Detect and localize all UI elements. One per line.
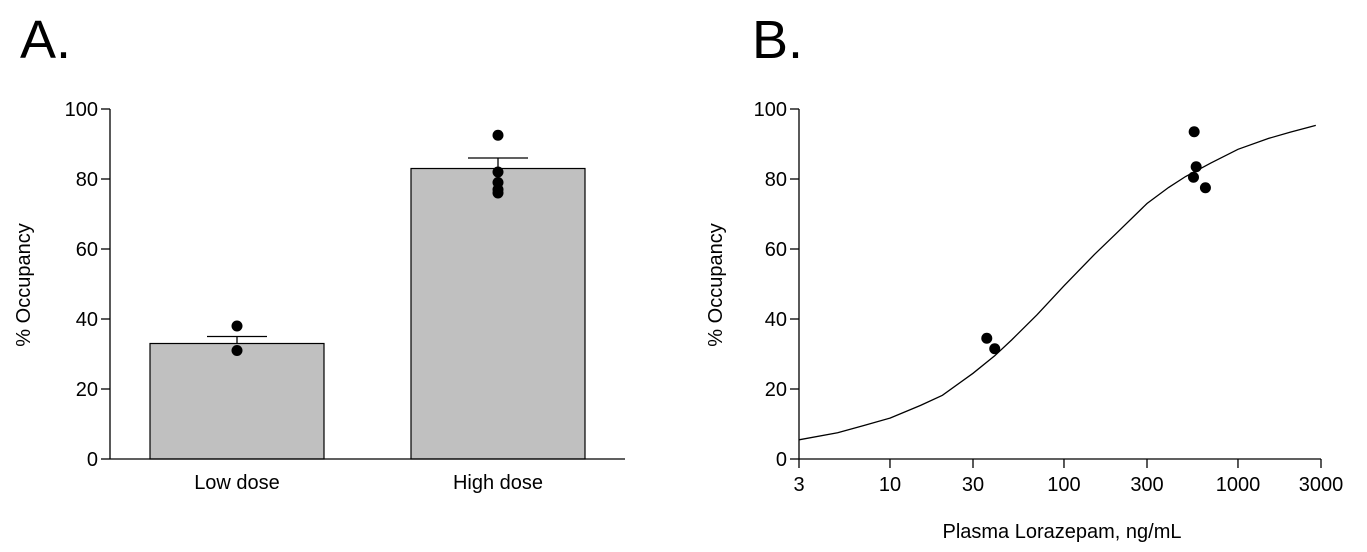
panel-a-bars xyxy=(149,167,586,460)
panel-a-x-tick-label-0: Low dose xyxy=(194,472,280,494)
panel-b-y-tick-label-1: 20 xyxy=(765,379,787,401)
panel-b-y-ticks: 0 20 40 60 80 100 xyxy=(754,99,799,471)
panel-b-y-tick-label-5: 100 xyxy=(754,99,787,121)
panel-a-y-tick-label-4: 80 xyxy=(76,169,98,191)
panel-b-y-tick-label-0: 0 xyxy=(776,449,787,471)
panel-b-y-tick-label-4: 80 xyxy=(765,169,787,191)
panel-b-x-tick-label-0: 3 xyxy=(793,474,804,496)
panel-a-axes xyxy=(109,109,625,460)
panel-a-y-axis-title: % Occupancy xyxy=(13,223,35,346)
panel-a-label: A. xyxy=(20,10,71,70)
panel-b-x-tick-label-2: 30 xyxy=(962,474,984,496)
panel-a-point-1-0 xyxy=(492,129,504,141)
panel-b-x-ticks: 3 10 30 100 300 1000 3000 xyxy=(793,459,1343,496)
panel-b-point-0 xyxy=(981,332,993,344)
panel-b-point-5 xyxy=(1199,182,1211,194)
panel-b-y-axis-title: % Occupancy xyxy=(705,223,727,346)
panel-b-point-3 xyxy=(1190,161,1202,173)
panel-b-label: B. xyxy=(752,10,803,70)
panel-a-point-0-0 xyxy=(231,320,243,332)
panel-a-bar-0 xyxy=(149,342,325,460)
panel-a-y-tick-label-1: 20 xyxy=(76,379,98,401)
panel-a-bar-chart: A. % Occupancy 0 20 40 60 80 100 Low dose High… xyxy=(13,10,625,494)
panel-b-x-axis-title: Plasma Lorazepam, ng/mL xyxy=(942,521,1181,543)
panel-a-y-tick-label-3: 60 xyxy=(76,239,98,261)
panel-b-x-tick-label-3: 100 xyxy=(1047,474,1080,496)
panel-a-point-1-4 xyxy=(492,187,504,199)
panel-a-points xyxy=(231,129,504,356)
panel-b-x-tick-label-5: 1000 xyxy=(1216,474,1261,496)
panel-a-x-tick-labels: Low dose High dose xyxy=(194,472,543,494)
panel-a-y-tick-label-0: 0 xyxy=(87,449,98,471)
panel-b-y-tick-label-2: 40 xyxy=(765,309,787,331)
panel-b-axes xyxy=(798,109,1321,460)
panel-a-point-0-1 xyxy=(231,345,243,356)
panel-b-x-tick-label-6: 3000 xyxy=(1299,474,1344,496)
panel-a-y-ticks: 0 20 40 60 80 100 xyxy=(65,99,110,471)
panel-b-fit-curve-line xyxy=(798,124,1316,441)
panel-b-point-2 xyxy=(1188,126,1200,138)
panel-b-point-4 xyxy=(1187,171,1199,183)
panel-b-point-1 xyxy=(989,343,1001,355)
panel-b-fit-curve xyxy=(798,124,1316,441)
panel-b-points xyxy=(981,126,1211,355)
panel-b-y-tick-label-3: 60 xyxy=(765,239,787,261)
panel-b-x-tick-label-4: 300 xyxy=(1130,474,1163,496)
panel-a-y-tick-label-2: 40 xyxy=(76,309,98,331)
panel-b-scatter-chart: B. % Occupancy Plasma Lorazepam, ng/mL 0… xyxy=(705,10,1343,543)
panel-a-bar-1 xyxy=(410,167,586,460)
panel-a-y-tick-label-5: 100 xyxy=(65,99,98,121)
panel-a-point-1-1 xyxy=(492,166,504,178)
panel-b-x-tick-label-1: 10 xyxy=(879,474,901,496)
panel-a-x-tick-label-1: High dose xyxy=(453,472,543,494)
